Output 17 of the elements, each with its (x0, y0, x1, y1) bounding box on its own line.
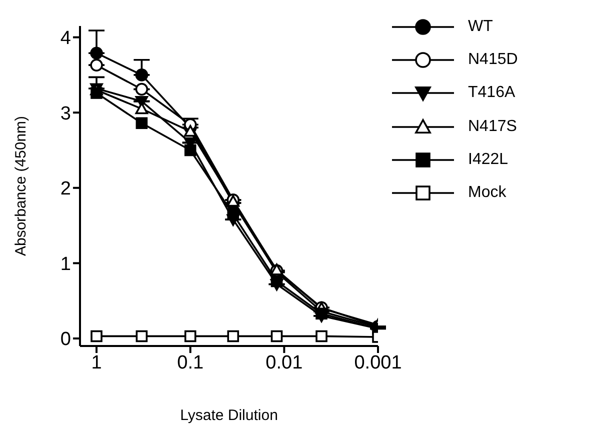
legend-label: WT (468, 18, 493, 36)
legend-label: T416A (468, 84, 516, 102)
legend-label: I422L (468, 150, 508, 169)
legend-label: Mock (468, 184, 506, 202)
y-tick-label: 3 (60, 103, 71, 124)
x-tick-label: 0.001 (354, 352, 402, 374)
y-tick-label: 2 (60, 178, 71, 200)
y-tick-label: 0 (60, 329, 71, 350)
y-tick-label: 4 (60, 28, 72, 50)
x-tick-label: 0.01 (266, 352, 303, 374)
legend-label: N415D (468, 50, 518, 69)
x-axis-title: Lysate Dilution (180, 407, 278, 424)
x-tick-label: 0.1 (177, 352, 204, 374)
y-axis-title: Absorbance (450nm) (12, 116, 30, 256)
legend-label: N417S (468, 118, 517, 136)
y-tick-label: 1 (60, 254, 71, 275)
x-tick-label: 1 (91, 352, 102, 374)
